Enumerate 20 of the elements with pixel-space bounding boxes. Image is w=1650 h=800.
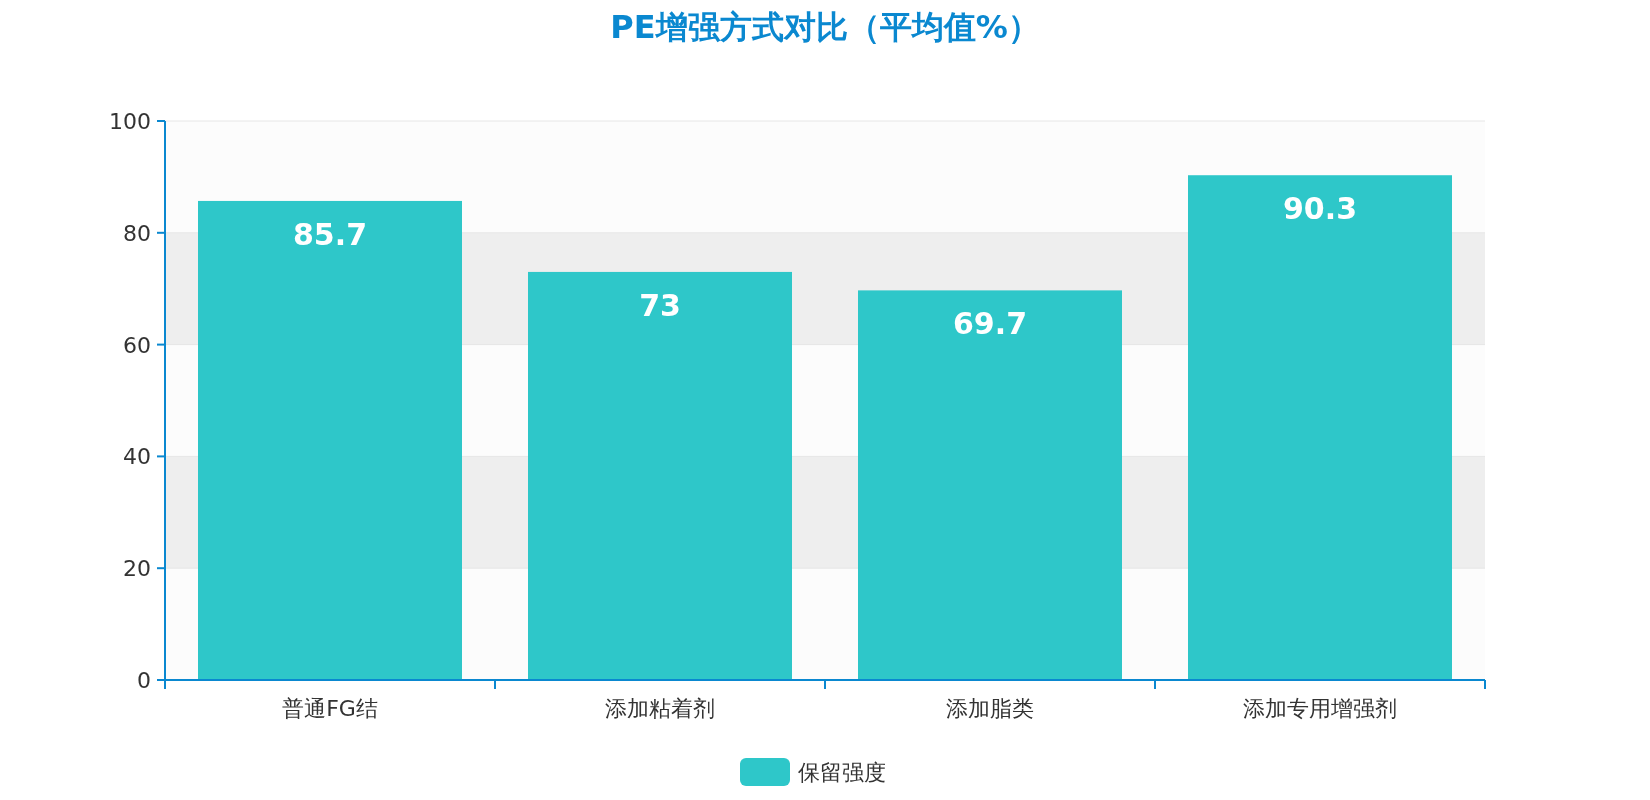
bar <box>1188 175 1452 680</box>
y-tick-label: 80 <box>123 220 151 246</box>
legend-label: 保留强度 <box>798 760 886 785</box>
data-label: 69.7 <box>952 306 1028 342</box>
data-label: 73 <box>639 287 681 323</box>
x-tick-label: 普通FG结 <box>282 696 378 721</box>
bar <box>198 200 462 680</box>
bar <box>528 271 792 680</box>
x-tick-label: 添加粘着剂 <box>605 696 715 721</box>
bar <box>858 290 1122 680</box>
x-tick-label: 添加脂类 <box>946 696 1034 721</box>
data-label: 85.7 <box>292 216 368 252</box>
y-tick-label: 20 <box>123 556 151 582</box>
y-tick-label: 60 <box>123 332 151 358</box>
chart-title: PE增强方式对比（平均值%） <box>610 8 1040 46</box>
data-label: 90.3 <box>1282 191 1358 227</box>
y-tick-label: 0 <box>137 668 151 693</box>
y-tick-label: 100 <box>109 109 151 134</box>
x-tick-label: 添加专用增强剂 <box>1243 696 1397 721</box>
y-tick-label: 40 <box>123 444 151 470</box>
